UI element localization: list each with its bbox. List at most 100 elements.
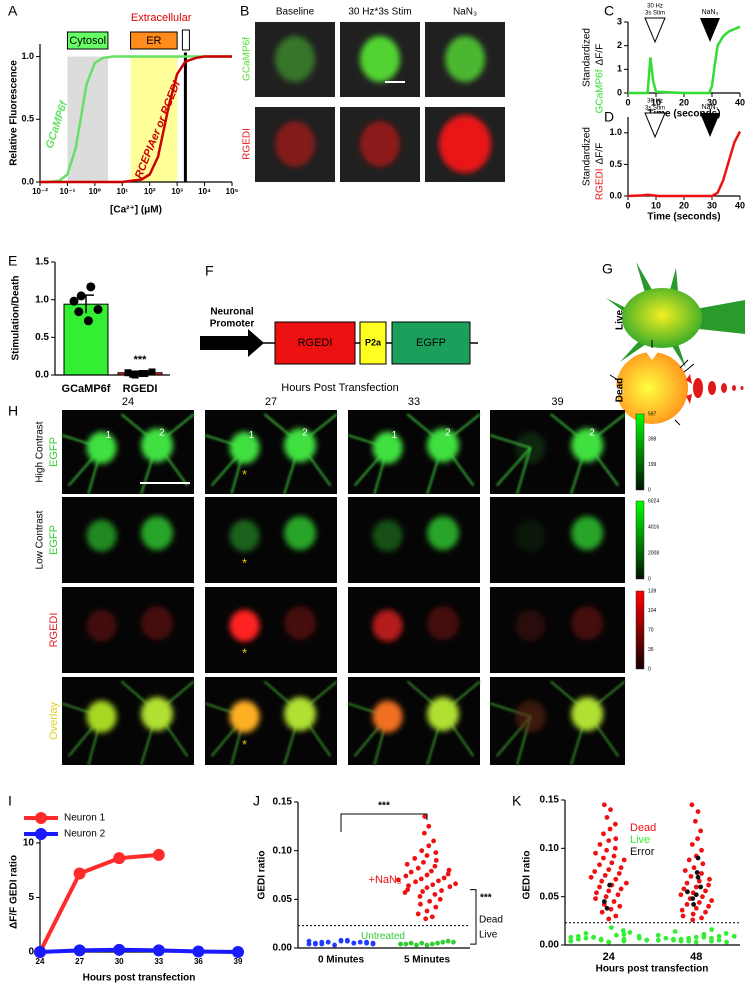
- significance: ***: [134, 354, 148, 366]
- neuron-label: 1: [392, 430, 398, 441]
- data-point: [403, 873, 409, 879]
- micrograph: [490, 410, 625, 494]
- construct-diagram: Neuronal Promoter RGEDI P2a EGFP: [200, 307, 478, 365]
- neuron: [86, 519, 117, 552]
- neuron: [284, 696, 317, 731]
- x-tick-label: 5 Minutes: [404, 955, 451, 966]
- data-point: [593, 896, 598, 901]
- region: [130, 56, 178, 182]
- axon: [690, 300, 745, 334]
- data-point: [73, 867, 86, 880]
- part-label: RGEDI: [298, 337, 333, 349]
- y-axis-title: ΔF/F: [595, 143, 606, 165]
- y-tick-label: 3: [617, 16, 622, 26]
- data-point: [699, 915, 704, 921]
- data-point: [709, 927, 715, 932]
- colorbar-label: 4016: [648, 524, 659, 530]
- y-tick-label: 0: [28, 947, 34, 958]
- neuron: [372, 609, 403, 642]
- data-point: [731, 933, 737, 939]
- panel-letter: D: [604, 109, 614, 125]
- data-point: [415, 865, 421, 871]
- data-point: [306, 938, 312, 944]
- colorbar-label: 139: [648, 588, 657, 594]
- cell: [445, 36, 485, 82]
- data-point: [129, 370, 137, 378]
- legend-label: Live: [630, 834, 650, 846]
- data-point: [413, 879, 418, 885]
- data-point: [709, 938, 714, 944]
- colorbar-label: 6024: [648, 498, 659, 504]
- data-point: [678, 892, 684, 898]
- data-point: [707, 876, 712, 882]
- neuron: [571, 696, 604, 731]
- data-point: [602, 873, 608, 878]
- data-point: [453, 881, 458, 887]
- nan-marker: [700, 113, 720, 137]
- series-label: GCaMP6f: [44, 99, 71, 150]
- micrograph: [490, 677, 625, 765]
- column-label: 27: [265, 396, 277, 408]
- panel-letter: E: [8, 253, 17, 269]
- data-point: [440, 939, 446, 945]
- data-point: [690, 911, 696, 917]
- promoter-label: Promoter: [210, 319, 255, 330]
- data-point: [682, 868, 688, 873]
- trace: [38, 852, 159, 953]
- data-point: [695, 836, 700, 842]
- neuron: [284, 516, 317, 551]
- x-tick-label: 10¹: [117, 187, 129, 196]
- colorbar-label: 35: [648, 647, 654, 653]
- data-point: [319, 939, 325, 945]
- row-label: RGEDI: [242, 128, 253, 160]
- trace: [628, 25, 741, 95]
- x-tick-label: 30: [115, 957, 124, 966]
- data-point: [414, 942, 419, 948]
- data-point: [396, 877, 401, 883]
- row-label: Low Contrast: [35, 510, 46, 569]
- data-point: [433, 858, 439, 863]
- promoter-arrow: [200, 329, 264, 357]
- cell: [275, 121, 315, 167]
- data-point: [418, 901, 423, 907]
- column-label: 39: [551, 396, 563, 408]
- y-axis-title: Relative Fluorescence: [9, 60, 20, 166]
- data-point: [436, 878, 441, 884]
- data-point: [83, 316, 93, 326]
- data-point: [445, 938, 451, 944]
- data-point: [113, 852, 126, 865]
- data-point: [606, 939, 612, 945]
- y-tick-label: 1.0: [35, 294, 49, 305]
- data-point: [680, 913, 686, 919]
- row-label: High Contrast: [35, 421, 46, 482]
- data-point: [424, 885, 430, 891]
- data-point: [408, 940, 414, 946]
- data-point: [716, 937, 722, 943]
- neuron: [571, 516, 604, 551]
- data-point: [613, 913, 619, 919]
- micrograph: [62, 410, 194, 494]
- data-point: [620, 928, 626, 933]
- data-point: [601, 831, 606, 837]
- data-point: [693, 884, 699, 890]
- x-axis-title: Time (seconds): [647, 109, 720, 120]
- data-point: [601, 802, 607, 808]
- marker: *: [242, 556, 247, 571]
- x-tick-label: 20: [679, 97, 689, 107]
- annotation: 3s Stim: [645, 11, 665, 17]
- data-point: [615, 892, 621, 898]
- annotation: NaN₃: [702, 104, 719, 111]
- neuron: [571, 428, 604, 463]
- data-point: [611, 853, 617, 859]
- data-point: [686, 938, 692, 944]
- data-point: [152, 848, 165, 861]
- neuron: [229, 431, 260, 464]
- x-tick-label: 10⁴: [198, 187, 211, 196]
- y-tick-label: 0: [617, 87, 622, 97]
- data-point: [621, 931, 627, 937]
- data-point: [709, 898, 715, 903]
- cell: [360, 36, 400, 82]
- neuron: [427, 696, 460, 731]
- neuron: [284, 606, 317, 641]
- data-point: [703, 888, 708, 894]
